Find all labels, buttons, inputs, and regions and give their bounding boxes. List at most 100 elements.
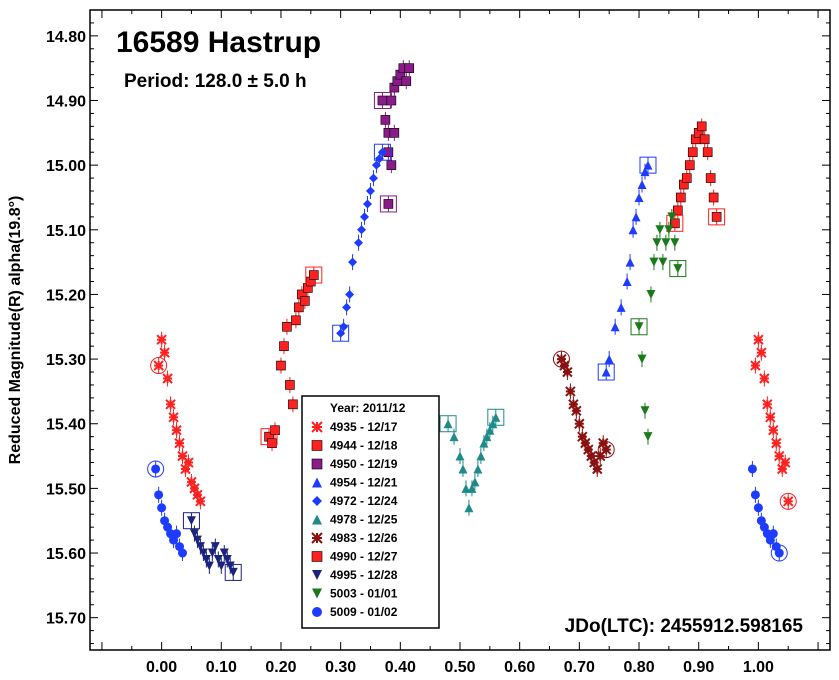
data-point bbox=[640, 406, 650, 416]
end-marker bbox=[770, 544, 788, 562]
y-tick-label: 14.90 bbox=[46, 94, 86, 111]
data-point bbox=[696, 121, 707, 132]
data-point bbox=[470, 477, 480, 487]
data-point bbox=[279, 341, 289, 351]
data-point bbox=[601, 367, 611, 377]
data-point bbox=[285, 380, 295, 390]
legend-entry-label: 4944 - 12/18 bbox=[330, 439, 398, 453]
data-point bbox=[664, 225, 674, 235]
data-point bbox=[756, 347, 767, 358]
data-point bbox=[294, 302, 304, 313]
data-point bbox=[342, 302, 352, 312]
data-point bbox=[207, 548, 217, 558]
end-marker bbox=[779, 492, 797, 510]
data-point bbox=[312, 496, 322, 506]
data-point bbox=[308, 270, 319, 280]
x-tick-label: 1.00 bbox=[743, 659, 774, 676]
legend-entry-label: 4950 - 12/19 bbox=[330, 457, 398, 471]
x-tick-label: 0.50 bbox=[444, 659, 475, 676]
data-point bbox=[156, 334, 167, 345]
legend-entry-label: 4972 - 12/24 bbox=[330, 494, 398, 508]
data-point bbox=[461, 483, 471, 493]
data-point bbox=[759, 373, 770, 384]
data-point bbox=[360, 212, 370, 222]
data-point bbox=[288, 399, 298, 410]
legend-entry-label: 4983 - 12/26 bbox=[330, 531, 398, 545]
data-point bbox=[565, 386, 576, 397]
data-points bbox=[147, 60, 797, 581]
data-point bbox=[162, 373, 173, 384]
period-subtitle: Period: 128.0 ± 5.0 h bbox=[124, 71, 307, 92]
end-marker bbox=[332, 324, 350, 342]
data-point bbox=[768, 424, 779, 436]
data-point bbox=[455, 451, 465, 461]
data-point bbox=[154, 490, 164, 500]
data-point bbox=[592, 463, 603, 475]
data-point bbox=[178, 548, 187, 558]
data-point bbox=[336, 328, 346, 338]
y-tick-label: 15.00 bbox=[46, 158, 86, 175]
data-point bbox=[183, 457, 194, 468]
data-point bbox=[476, 451, 486, 461]
data-point bbox=[389, 128, 400, 138]
data-point bbox=[467, 483, 477, 493]
data-point bbox=[687, 147, 698, 158]
data-point bbox=[222, 554, 232, 564]
x-tick-label: 0.10 bbox=[206, 659, 237, 676]
data-point bbox=[488, 419, 498, 429]
data-point bbox=[774, 548, 784, 558]
data-point bbox=[574, 418, 585, 429]
data-point bbox=[386, 160, 397, 170]
data-point bbox=[649, 257, 659, 267]
data-point bbox=[311, 458, 323, 470]
end-marker bbox=[373, 92, 391, 110]
legend-entry-label: 5009 - 01/02 bbox=[330, 605, 398, 619]
data-point bbox=[443, 419, 453, 429]
data-point bbox=[312, 607, 322, 617]
data-point bbox=[201, 554, 211, 564]
data-point bbox=[377, 95, 388, 106]
data-point bbox=[189, 529, 199, 539]
data-point bbox=[267, 438, 277, 448]
data-point bbox=[762, 399, 773, 410]
legend-entry-label: 4935 - 12/17 bbox=[330, 420, 398, 434]
legend-entry: 4954 - 12/21 bbox=[312, 476, 398, 490]
data-point bbox=[312, 588, 322, 599]
data-point bbox=[357, 225, 367, 235]
data-point bbox=[637, 180, 647, 190]
data-point bbox=[699, 134, 710, 145]
data-point bbox=[401, 76, 412, 86]
data-point bbox=[485, 425, 495, 435]
legend-entry: 5009 - 01/02 bbox=[312, 605, 398, 619]
end-marker bbox=[439, 415, 457, 433]
data-point bbox=[165, 399, 176, 410]
x-tick-label: 0.60 bbox=[504, 659, 535, 676]
y-tick-label: 15.50 bbox=[46, 481, 86, 498]
legend-entry: 5003 - 01/01 bbox=[312, 587, 398, 601]
x-tick-label: 0.90 bbox=[683, 659, 714, 676]
data-point bbox=[661, 238, 671, 248]
data-point bbox=[610, 322, 620, 332]
data-point bbox=[276, 360, 286, 371]
data-point bbox=[670, 238, 680, 248]
data-point bbox=[571, 405, 582, 417]
data-point bbox=[604, 354, 614, 364]
end-marker bbox=[182, 512, 200, 530]
legend-entry-label: 4995 - 12/28 bbox=[330, 568, 398, 582]
data-point bbox=[473, 464, 483, 474]
y-tick-label: 15.70 bbox=[46, 611, 86, 628]
data-point bbox=[365, 186, 375, 196]
data-point bbox=[210, 542, 220, 552]
data-point bbox=[195, 496, 206, 507]
legend-entry: 4990 - 12/27 bbox=[311, 550, 398, 564]
end-marker bbox=[487, 408, 505, 426]
end-marker bbox=[305, 266, 323, 284]
data-point bbox=[780, 457, 791, 468]
data-point bbox=[213, 554, 223, 564]
data-point bbox=[628, 225, 638, 235]
end-marker bbox=[639, 156, 657, 174]
data-point bbox=[383, 199, 394, 209]
data-point bbox=[771, 437, 782, 449]
data-point bbox=[368, 173, 378, 183]
